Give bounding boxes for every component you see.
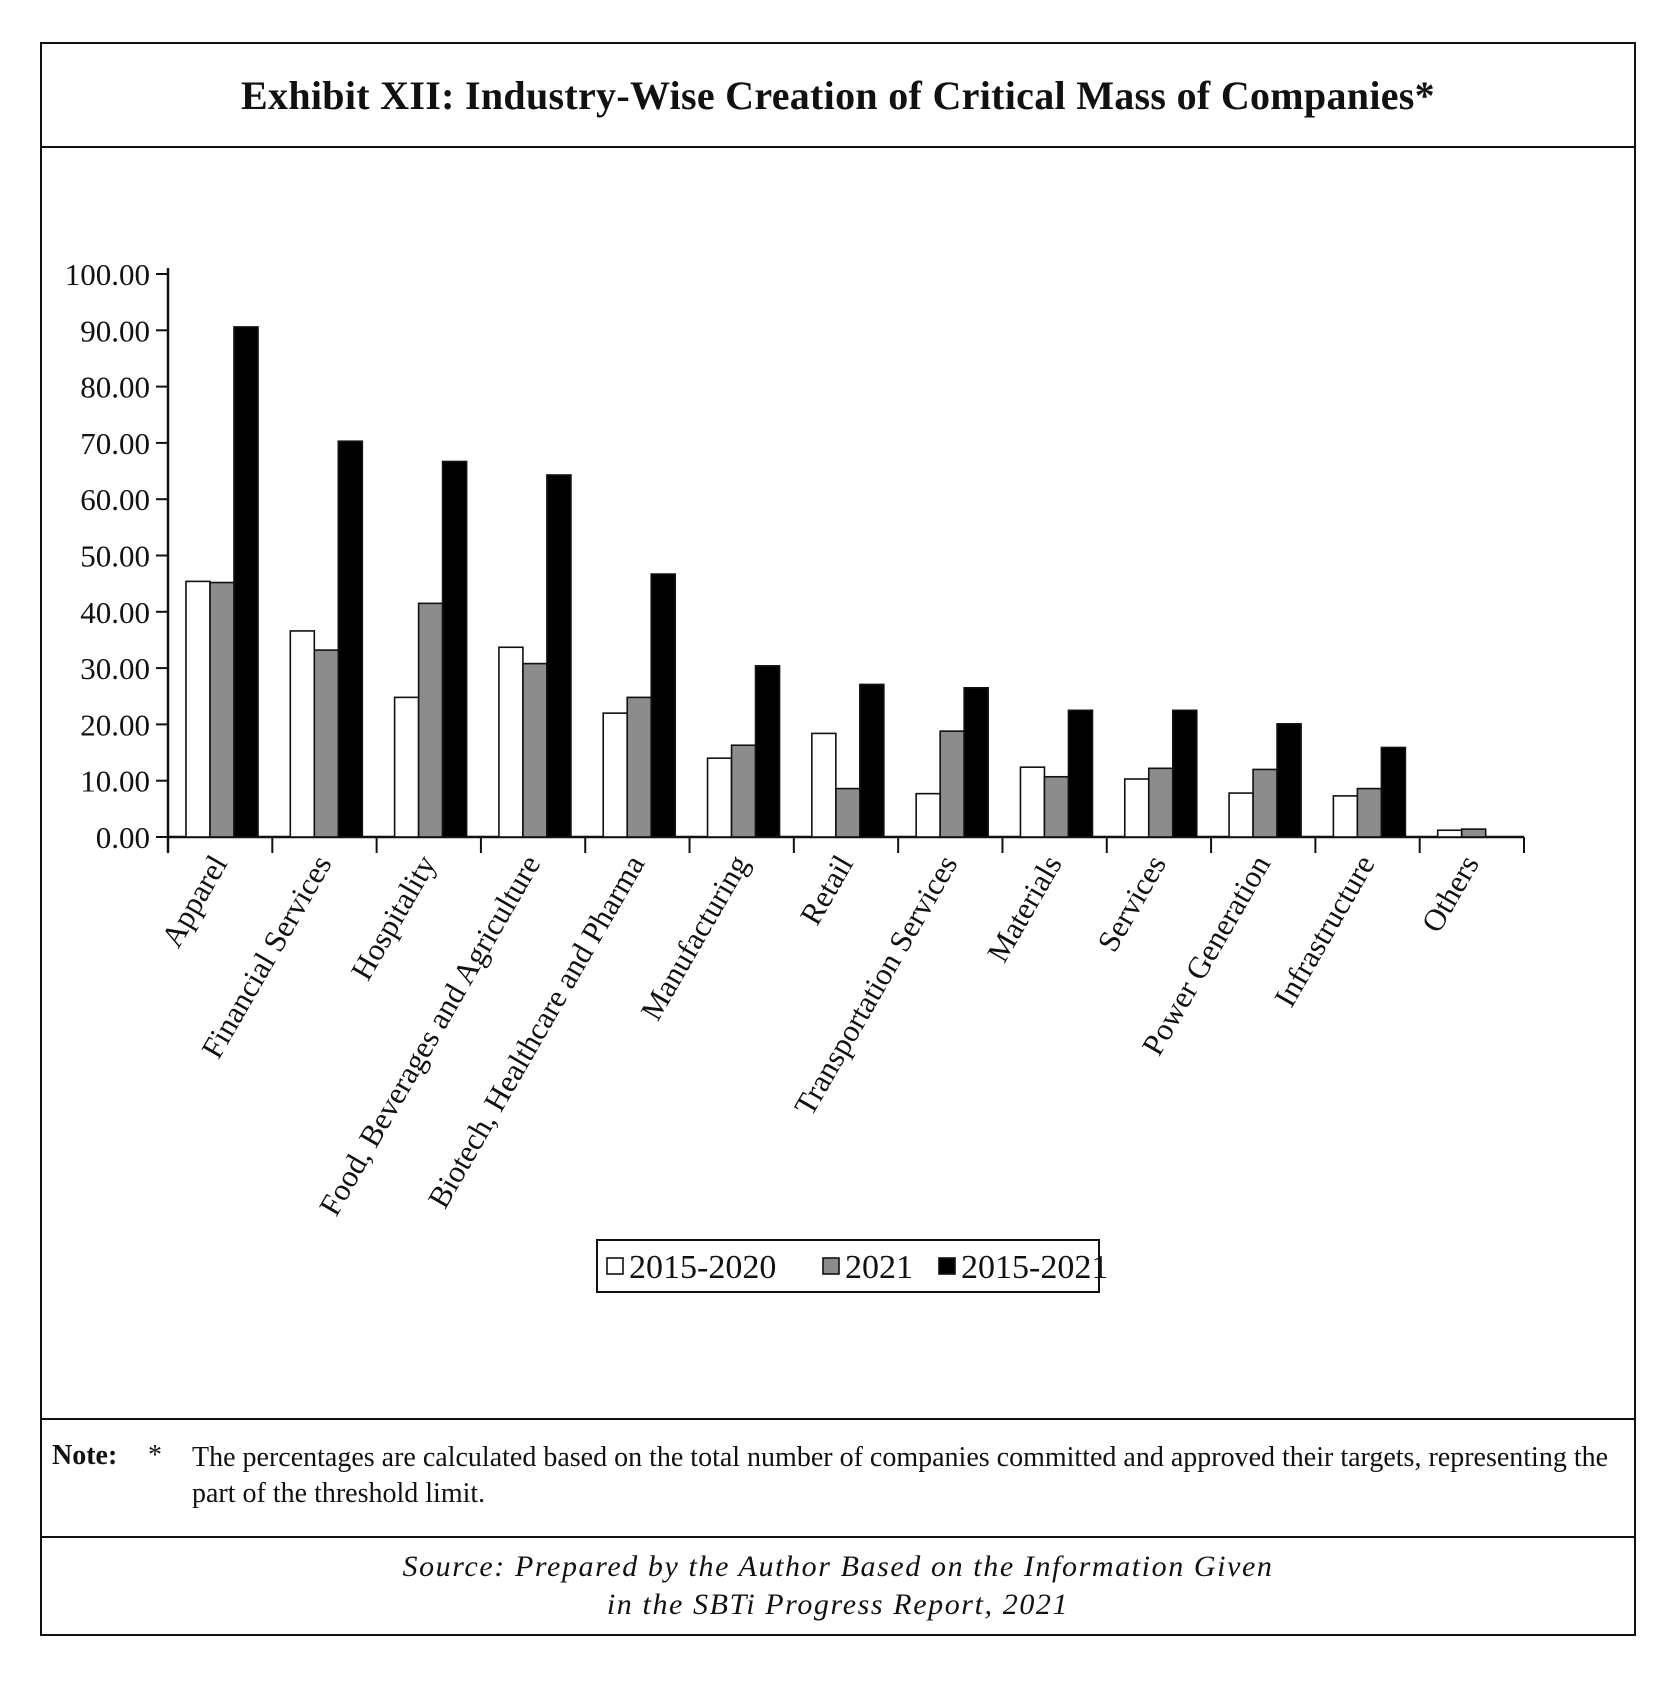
source-line-2: in the SBTi Progress Report, 2021 bbox=[606, 1588, 1070, 1621]
bar-2015-2021 bbox=[859, 683, 885, 838]
bar-2021 bbox=[626, 696, 653, 838]
bar-2015-2020 bbox=[1436, 829, 1463, 838]
source-row: Source: Prepared by the Author Based on … bbox=[42, 1538, 1634, 1634]
bar-2021 bbox=[939, 730, 965, 838]
bar-2015-2021 bbox=[1067, 709, 1094, 838]
x-category-label: Others bbox=[1414, 849, 1486, 938]
x-category-label: Biotech, Healthcare and Pharma bbox=[421, 849, 652, 1214]
legend-label-2021: 2021 bbox=[845, 1249, 913, 1286]
bar-2021 bbox=[730, 744, 757, 838]
bar-2015-2021 bbox=[1171, 709, 1198, 838]
bar-2015-2021 bbox=[754, 665, 781, 838]
x-category-label: Apparel bbox=[154, 849, 234, 953]
y-tick-label: 60.00 bbox=[80, 482, 150, 517]
note-label: Note: bbox=[52, 1440, 118, 1471]
y-tick-label: 100.00 bbox=[65, 257, 150, 292]
bar-2015-2021 bbox=[546, 474, 572, 838]
bar-2015-2020 bbox=[706, 757, 733, 838]
bar-2015-2021 bbox=[1276, 723, 1302, 838]
y-tick-label: 0.00 bbox=[96, 820, 150, 855]
legend-label-2015-2021: 2015-2021 bbox=[961, 1249, 1108, 1286]
bar-2015-2021 bbox=[233, 326, 259, 838]
source-line-1: Source: Prepared by the Author Based on … bbox=[402, 1550, 1274, 1583]
bar-chart: 0.00 10.00 20.00 30.00 40.00 50.00 60.00 70.00 8… bbox=[65, 257, 1525, 1293]
x-category-label: Services bbox=[1090, 849, 1173, 957]
y-tick-label: 80.00 bbox=[80, 370, 150, 405]
bar-2015-2020 bbox=[185, 580, 211, 838]
bar-2015-2020 bbox=[498, 646, 524, 838]
bar-2015-2020 bbox=[1228, 792, 1254, 838]
bar-2015-2021 bbox=[1380, 746, 1407, 838]
x-category-label: Infrastructure bbox=[1267, 849, 1382, 1013]
bar-2015-2020 bbox=[811, 732, 837, 838]
bar-2021 bbox=[1252, 768, 1278, 838]
chart-area: 0.00 10.00 20.00 30.00 40.00 50.00 60.00 70.00 8… bbox=[42, 148, 1634, 1418]
bar-2015-2020 bbox=[393, 696, 420, 838]
bar-2015-2021 bbox=[441, 460, 468, 838]
bar-2021 bbox=[209, 581, 235, 838]
bar-2021 bbox=[1356, 787, 1383, 838]
note-text: The percentages are calculated based on … bbox=[192, 1442, 1609, 1509]
y-tick-label: 30.00 bbox=[80, 651, 150, 686]
exhibit-title: Exhibit XII: Industry-Wise Creation of C… bbox=[241, 72, 1435, 118]
bar-2015-2020 bbox=[602, 712, 629, 838]
legend-box bbox=[596, 1239, 1100, 1293]
legend-swatch-2021 bbox=[822, 1257, 840, 1275]
x-category-label: Food, Beverages and Agriculture bbox=[312, 849, 547, 1221]
bar-2021 bbox=[1043, 775, 1070, 838]
legend-swatch-2015-2021 bbox=[938, 1257, 956, 1275]
x-category-label: Materials bbox=[980, 849, 1069, 968]
note-marker: * bbox=[148, 1440, 162, 1471]
y-tick-label: 50.00 bbox=[80, 539, 150, 574]
bar-2021 bbox=[1460, 828, 1487, 838]
bar-2015-2020 bbox=[1019, 766, 1046, 838]
y-tick-label: 20.00 bbox=[80, 707, 150, 742]
bar-2015-2020 bbox=[289, 630, 316, 838]
bar-2015-2021 bbox=[337, 440, 364, 838]
bar-2015-2021 bbox=[650, 573, 677, 838]
bar-2021 bbox=[522, 662, 548, 838]
y-tick-label: 40.00 bbox=[80, 595, 150, 630]
note-row: Note: * The percentages are calculated b… bbox=[42, 1418, 1634, 1538]
y-tick-label: 70.00 bbox=[80, 426, 150, 461]
bar-2015-2020 bbox=[915, 792, 941, 838]
title-row: Exhibit XII: Industry-Wise Creation of C… bbox=[42, 44, 1634, 148]
legend-swatch-2015-2020 bbox=[606, 1257, 624, 1275]
bar-2015-2020 bbox=[1332, 795, 1359, 838]
y-tick-label: 90.00 bbox=[80, 313, 150, 348]
bar-2021 bbox=[835, 787, 861, 838]
x-category-label: Manufacturing bbox=[633, 849, 755, 1026]
bar-2015-2020 bbox=[1123, 778, 1150, 838]
bar-2021 bbox=[1147, 767, 1174, 838]
bar-2021 bbox=[417, 602, 444, 838]
y-tick-label: 10.00 bbox=[80, 764, 150, 799]
x-category-label: Retail bbox=[793, 849, 860, 931]
exhibit-frame: Exhibit XII: Industry-Wise Creation of C… bbox=[40, 42, 1636, 1636]
bar-2015-2021 bbox=[963, 687, 989, 838]
x-category-label: Hospitality bbox=[344, 849, 443, 986]
legend-label-2015-2020: 2015-2020 bbox=[629, 1249, 776, 1286]
bar-2021 bbox=[313, 649, 340, 838]
